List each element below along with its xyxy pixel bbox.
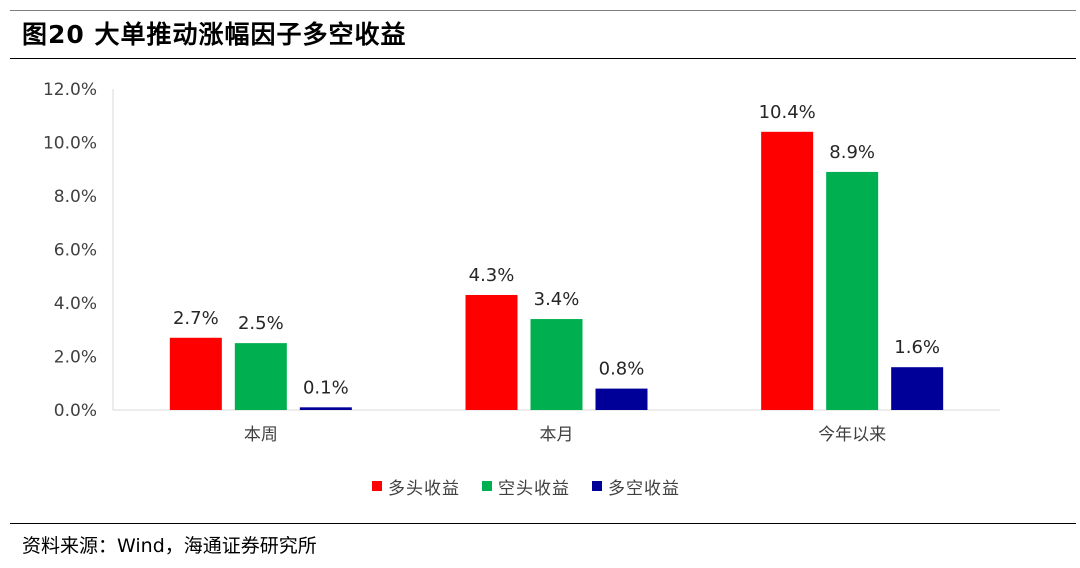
y-tick-label: 6.0% [54, 241, 97, 261]
bar [891, 367, 944, 410]
legend: 多头收益 空头收益 多空收益 [372, 474, 680, 499]
x-axis: 本周 本月 今年以来 [113, 409, 1000, 445]
bar [465, 294, 518, 410]
x-tick-label: 本月 [540, 425, 574, 445]
data-label: 8.9% [829, 142, 875, 163]
figure-title: 图20 大单推动涨幅因子多空收益 [22, 20, 407, 49]
data-labels: 2.7% 2.5% 0.1% 4.3% 3.4% 0.8% 10.4% 8.9% 1.6% [173, 102, 940, 399]
bar [530, 319, 583, 410]
bar [595, 388, 648, 410]
data-label: 2.7% [173, 308, 219, 329]
x-tick-label: 今年以来 [818, 425, 886, 445]
data-label: 2.5% [238, 313, 284, 334]
legend-swatch [482, 481, 492, 491]
legend-label: 多空收益 [608, 478, 680, 499]
y-tick-label: 10.0% [43, 134, 97, 154]
bar [299, 407, 352, 410]
legend-item: 空头收益 [482, 474, 570, 499]
bars [169, 131, 944, 411]
bar [169, 337, 222, 410]
data-label: 10.4% [759, 102, 816, 123]
data-label: 0.1% [303, 377, 349, 398]
y-axis: 0.0% 2.0% 4.0% 6.0% 8.0% 10.0% 12.0% [43, 80, 114, 421]
data-label: 3.4% [534, 289, 580, 310]
data-label: 0.8% [599, 359, 645, 380]
legend-label: 空头收益 [498, 478, 570, 499]
data-label: 4.3% [469, 265, 515, 286]
bar [234, 343, 287, 410]
bar [826, 171, 879, 410]
footer-rule [10, 523, 1076, 524]
top-rule [10, 10, 1076, 11]
title-rule [10, 58, 1076, 59]
legend-swatch [592, 481, 602, 491]
y-tick-label: 4.0% [54, 294, 97, 314]
x-tick-label: 本周 [244, 425, 278, 445]
legend-item: 多头收益 [372, 474, 460, 499]
source-note: 资料来源：Wind，海通证券研究所 [22, 535, 317, 557]
data-label: 1.6% [894, 337, 940, 358]
bar [761, 131, 814, 411]
y-tick-label: 2.0% [54, 348, 97, 368]
y-tick-label: 0.0% [54, 401, 97, 421]
bar-chart: 0.0%2.0%4.0%6.0%8.0%10.0%12.0% 本周 本月 今年以来 … [43, 80, 1000, 445]
legend-swatch [372, 481, 382, 491]
y-tick-label: 12.0% [43, 80, 97, 100]
y-tick-label: 8.0% [54, 187, 97, 207]
legend-item: 多空收益 [592, 474, 680, 499]
legend-label: 多头收益 [388, 478, 460, 499]
